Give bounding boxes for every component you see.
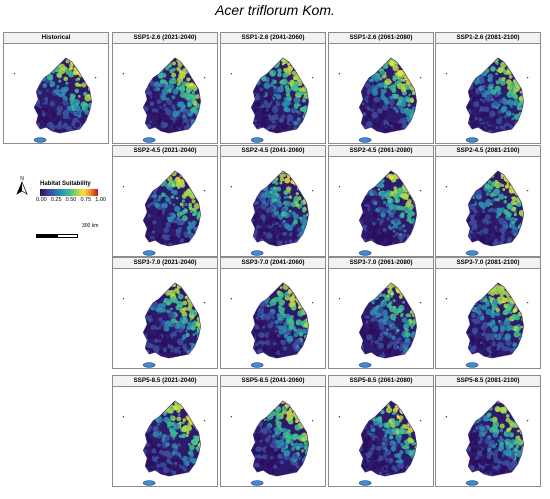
suitability-map [445, 282, 529, 368]
suitability-map [122, 57, 206, 143]
map-panel: SSP1-2.6 (2041-2060) [220, 32, 326, 144]
map-panel: SSP3-7.0 (2041-2060) [220, 257, 326, 369]
map-panel: SSP1-2.6 (2061-2080) [328, 32, 434, 144]
suitability-map [122, 400, 206, 486]
legend-tick: 0.00 [36, 197, 47, 203]
legend: N Habitat Suitability 0.00 0.25 0.50 0.7… [6, 170, 110, 240]
map-panel: SSP5-8.5 (2041-2060) [220, 375, 326, 487]
suitability-map [338, 400, 422, 486]
map-panel: SSP2-4.5 (2061-2080) [328, 145, 434, 257]
suitability-map [338, 282, 422, 368]
legend-tick: 1.00 [95, 197, 106, 203]
panel-label: SSP2-4.5 (2061-2080) [329, 146, 433, 157]
panel-label: SSP2-4.5 (2021-2040) [113, 146, 217, 157]
scale-bar: 300 km [36, 223, 98, 243]
panel-label: SSP3-7.0 (2041-2060) [221, 258, 325, 269]
north-arrow-icon: N [16, 176, 28, 195]
panel-label: SSP5-8.5 (2061-2080) [329, 376, 433, 387]
panel-label: Historical [4, 33, 108, 44]
suitability-map [122, 170, 206, 256]
map-panel: SSP1-2.6 (2021-2040) [112, 32, 218, 144]
map-panel: SSP3-7.0 (2021-2040) [112, 257, 218, 369]
legend-colorbar [40, 189, 98, 196]
suitability-map [230, 282, 314, 368]
map-panel: SSP2-4.5 (2021-2040) [112, 145, 218, 257]
suitability-map [230, 170, 314, 256]
panel-label: SSP1-2.6 (2021-2040) [113, 33, 217, 44]
legend-ticks: 0.00 0.25 0.50 0.75 1.00 [36, 197, 106, 203]
panel-label: SSP5-8.5 (2021-2040) [113, 376, 217, 387]
panel-label: SSP3-7.0 (2081-2100) [436, 258, 540, 269]
suitability-map [13, 57, 97, 143]
panel-label: SSP1-2.6 (2061-2080) [329, 33, 433, 44]
north-arrow-label: N [20, 176, 24, 182]
suitability-map [230, 57, 314, 143]
scale-bar-label: 300 km [82, 223, 99, 229]
suitability-map [338, 57, 422, 143]
legend-title: Habitat Suitability [40, 181, 91, 187]
panel-label: SSP2-4.5 (2041-2060) [221, 146, 325, 157]
panel-label: SSP1-2.6 (2081-2100) [436, 33, 540, 44]
suitability-map [445, 400, 529, 486]
legend-tick: 0.25 [50, 197, 62, 203]
legend-tick: 0.75 [80, 197, 92, 203]
map-panel: SSP1-2.6 (2081-2100) [435, 32, 541, 144]
map-panel: SSP5-8.5 (2061-2080) [328, 375, 434, 487]
suitability-map [445, 57, 529, 143]
map-panel: SSP5-8.5 (2081-2100) [435, 375, 541, 487]
suitability-map [445, 170, 529, 256]
legend-tick: 0.50 [65, 197, 77, 203]
map-panel: SSP2-4.5 (2081-2100) [435, 145, 541, 257]
panel-label: SSP1-2.6 (2041-2060) [221, 33, 325, 44]
suitability-map [338, 170, 422, 256]
map-panel: SSP5-8.5 (2021-2040) [112, 375, 218, 487]
panel-label: SSP5-8.5 (2041-2060) [221, 376, 325, 387]
figure-title: Acer triflorum Kom. [215, 2, 335, 18]
panel-label: SSP5-8.5 (2081-2100) [436, 376, 540, 387]
panel-label: SSP3-7.0 (2021-2040) [113, 258, 217, 269]
suitability-map [122, 282, 206, 368]
map-panel: SSP3-7.0 (2061-2080) [328, 257, 434, 369]
map-panel: Historical [3, 32, 109, 144]
panel-label: SSP2-4.5 (2081-2100) [436, 146, 540, 157]
panel-label: SSP3-7.0 (2061-2080) [329, 258, 433, 269]
map-panel: SSP2-4.5 (2041-2060) [220, 145, 326, 257]
suitability-map [230, 400, 314, 486]
map-panel: SSP3-7.0 (2081-2100) [435, 257, 541, 369]
